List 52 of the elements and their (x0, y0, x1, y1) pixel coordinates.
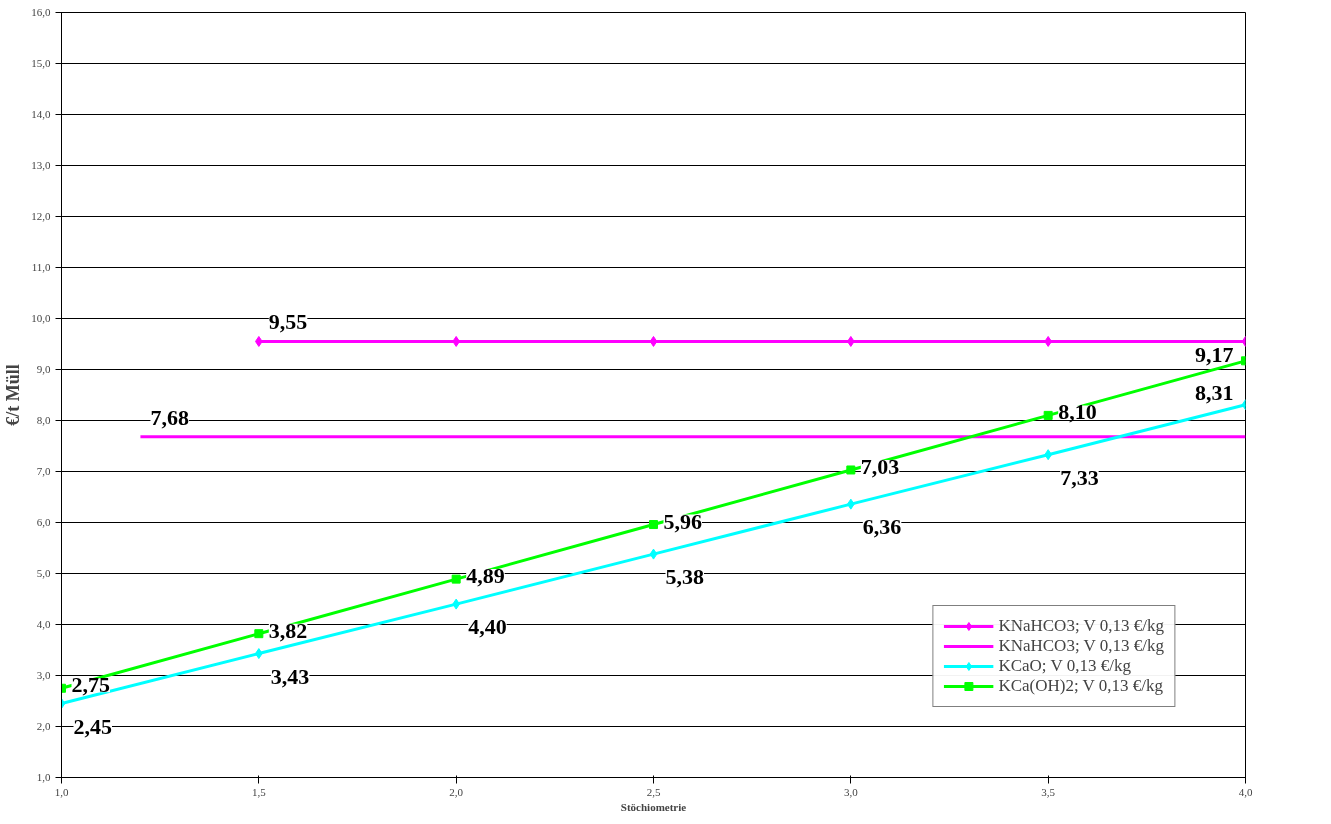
y-tick-label: 2,0 (36, 720, 51, 732)
y-tick-label: 11,0 (31, 261, 51, 273)
y-tick-label: 9,0 (36, 363, 51, 375)
x-tick-label: 3,0 (843, 785, 859, 798)
data-label: 6,36 (862, 514, 902, 540)
y-tick-label: 10,0 (31, 312, 51, 324)
x-tick-label: 2,5 (646, 785, 661, 798)
x-tick-label: 4,0 (1238, 785, 1253, 798)
x-tick-label: 2,0 (449, 785, 464, 798)
y-tick-label: 15,0 (31, 57, 51, 69)
y-tick-label: 6,0 (36, 516, 51, 528)
y-tick-label: 13,0 (31, 159, 51, 171)
data-label: 8,31 (1195, 379, 1234, 405)
point (846, 465, 856, 475)
x-tick-label: 1,0 (54, 785, 69, 798)
data-label: 7,68 (150, 404, 189, 430)
data-label: 5,38 (665, 564, 704, 590)
y-tick-label: 7,0 (36, 465, 51, 477)
data-label: 3,82 (268, 617, 308, 643)
y-tick-label: 4,0 (36, 618, 51, 630)
data-label: 2,75 (71, 672, 110, 698)
y-tick-label: 8,0 (36, 414, 51, 426)
y-tick-label: 3,0 (36, 669, 51, 681)
data-label: 9,17 (1195, 341, 1234, 367)
y-tick-label: 5,0 (36, 567, 51, 579)
data-label: 4,40 (468, 614, 507, 640)
x-axis-title: Stöchiometrie (620, 800, 687, 813)
point (1043, 410, 1053, 420)
point (254, 629, 264, 639)
y-tick-label: 1,0 (36, 771, 51, 783)
x-tick-label: 3,5 (1041, 785, 1056, 798)
legend-label: KCa(OH)2; V 0,13 €/kg (998, 676, 1164, 696)
legend-label: KCaO; V 0,13 €/kg (998, 656, 1131, 676)
x-tick-label: 1,5 (251, 785, 267, 798)
data-label: 4,89 (466, 563, 505, 589)
data-label: 7,33 (1060, 464, 1099, 490)
data-label: 8,10 (1058, 399, 1097, 425)
y-tick-label: 12,0 (31, 210, 51, 222)
y-tick-label: 16,0 (31, 6, 51, 18)
legend-label: KNaHCO3; V 0,13 €/kg (998, 636, 1164, 656)
data-label: 5,96 (663, 508, 702, 534)
point (649, 548, 658, 560)
data-label: 2,45 (73, 713, 112, 739)
y-axis-title: €/t Müll (3, 364, 24, 426)
point (451, 574, 461, 584)
data-label: 9,55 (268, 309, 308, 335)
data-label: 7,03 (860, 453, 900, 479)
y-tick-label: 14,0 (31, 108, 51, 120)
point (649, 520, 658, 530)
point (649, 335, 658, 347)
legend-label: KNaHCO3; V 0,13 €/kg (998, 616, 1164, 636)
data-label: 3,43 (270, 663, 310, 689)
